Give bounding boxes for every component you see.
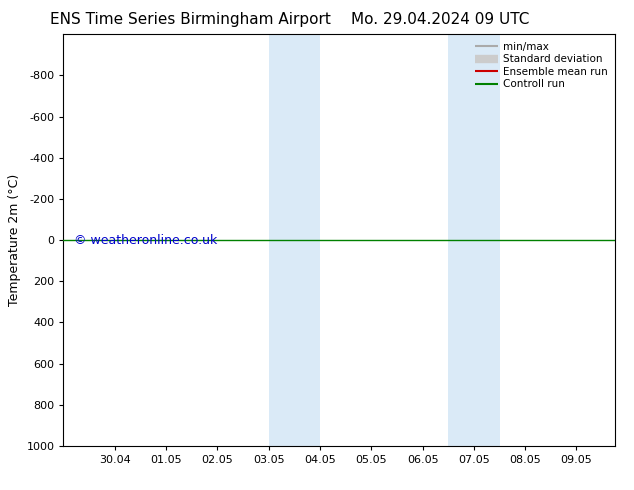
Legend: min/max, Standard deviation, Ensemble mean run, Controll run: min/max, Standard deviation, Ensemble me… <box>473 40 610 92</box>
Bar <box>448 34 474 446</box>
Y-axis label: Temperature 2m (°C): Temperature 2m (°C) <box>8 174 21 306</box>
Text: ENS Time Series Birmingham Airport: ENS Time Series Birmingham Airport <box>49 12 331 27</box>
Bar <box>294 34 320 446</box>
Text: Mo. 29.04.2024 09 UTC: Mo. 29.04.2024 09 UTC <box>351 12 530 27</box>
Text: © weatheronline.co.uk: © weatheronline.co.uk <box>74 234 217 246</box>
Bar <box>269 34 294 446</box>
Bar <box>474 34 500 446</box>
